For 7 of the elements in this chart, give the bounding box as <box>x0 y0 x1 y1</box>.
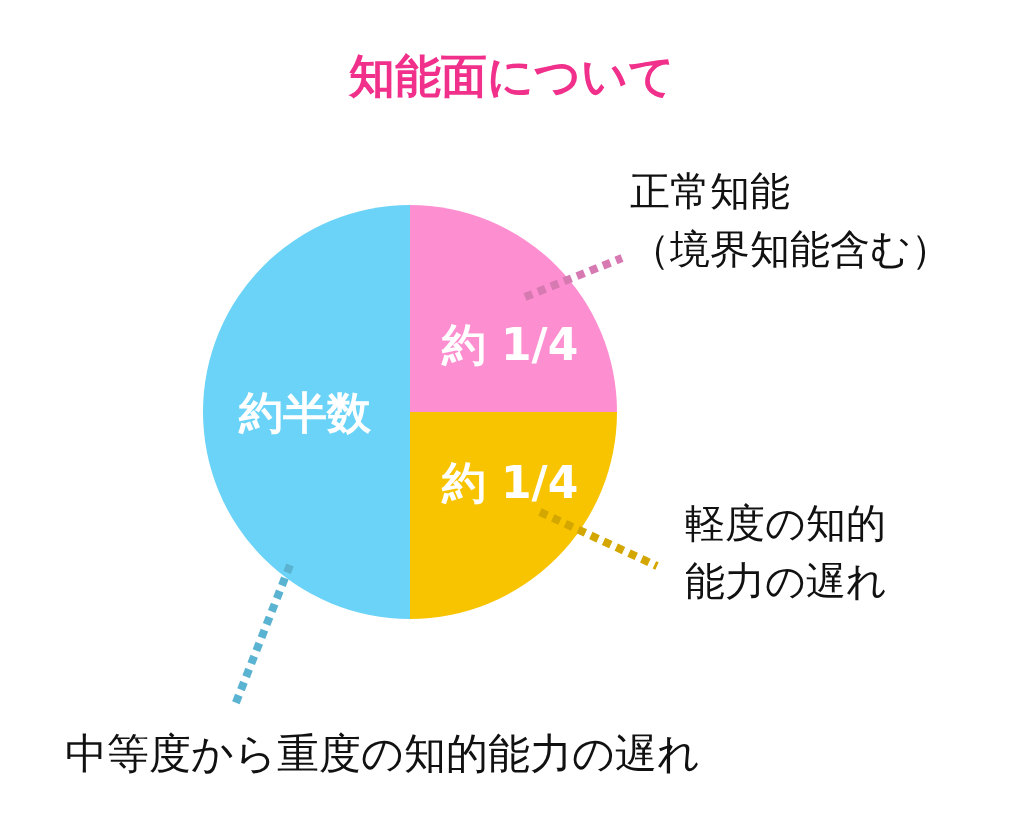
slice-label: 軽度の知的能力の遅れ <box>685 500 887 604</box>
data-label: 約半数 <box>238 387 372 438</box>
chart-title: 知能面について <box>348 49 675 103</box>
data-label: 約 1/4 <box>440 457 579 508</box>
data-label: 約 1/4 <box>440 319 579 370</box>
slice-label: 正常知能（境界知能含む） <box>630 168 951 272</box>
slice-label: 中等度から重度の知的能力の遅れ <box>65 729 700 778</box>
